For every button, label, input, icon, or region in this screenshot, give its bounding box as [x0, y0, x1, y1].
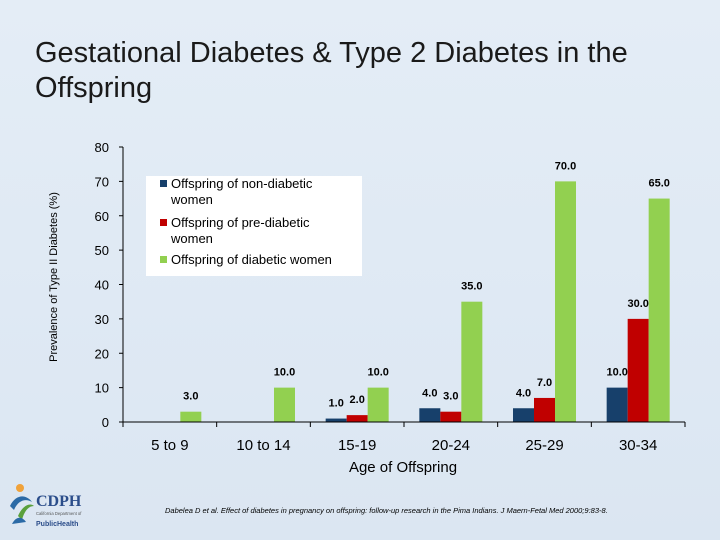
- x-tick-label: 5 to 9: [151, 437, 189, 454]
- bar: [648, 198, 670, 422]
- bars: [180, 181, 670, 422]
- citation: Dabelea D et al. Effect of diabetes in p…: [165, 506, 608, 515]
- bar: [180, 411, 202, 422]
- x-axis-label: Age of Offspring: [349, 459, 457, 476]
- data-label: 70.0: [555, 160, 576, 172]
- data-label: 3.0: [443, 391, 458, 403]
- data-label: 10.0: [274, 367, 295, 379]
- data-label: 10.0: [367, 367, 388, 379]
- legend-swatch: [160, 180, 167, 187]
- logo-subtitle: California Department of: [36, 511, 82, 516]
- data-label: 35.0: [461, 281, 482, 293]
- cdph-logo: CDPH California Department of PublicHeal…: [10, 484, 82, 528]
- bar: [367, 387, 389, 422]
- legend-label: Offspring of pre-diabetic: [171, 215, 310, 230]
- legend-label: women: [170, 192, 213, 207]
- y-tick-label: 10: [95, 381, 109, 396]
- data-label: 2.0: [350, 394, 365, 406]
- bar: [555, 181, 576, 422]
- slide-title: Gestational Diabetes & Type 2 Diabetes i…: [35, 37, 628, 104]
- x-axis: 5 to 9 10 to 14 15-19 20-24 25-29 30-34: [122, 421, 686, 454]
- bar: [606, 387, 628, 422]
- logo-name: CDPH: [36, 493, 82, 510]
- bar: [419, 408, 441, 422]
- y-tick-label: 40: [95, 278, 109, 293]
- legend-box: [146, 176, 362, 276]
- bar: [534, 397, 555, 422]
- legend-label: Offspring of diabetic women: [171, 252, 332, 267]
- y-tick-label: 70: [95, 174, 109, 189]
- x-tick-label: 30-34: [619, 437, 657, 454]
- bar: [346, 415, 368, 422]
- y-tick-label: 20: [95, 346, 109, 361]
- data-label: 30.0: [627, 298, 648, 310]
- y-axis-label: Prevalence of Type II Diabetes (%): [48, 192, 60, 362]
- legend-label: Offspring of non-diabetic: [171, 176, 313, 191]
- x-tick-label: 10 to 14: [236, 437, 290, 454]
- y-tick-label: 80: [95, 140, 109, 155]
- legend-label: women: [170, 231, 213, 246]
- legend-swatch: [160, 219, 167, 226]
- y-tick-label: 30: [95, 312, 109, 327]
- logo-tagline: PublicHealth: [36, 521, 78, 528]
- data-label: 7.0: [537, 377, 552, 389]
- legend: Offspring of non-diabeticwomenOffspring …: [146, 176, 362, 276]
- bar: [627, 318, 649, 422]
- x-tick-label: 15-19: [338, 437, 376, 454]
- x-tick-label: 25-29: [525, 437, 563, 454]
- data-label: 10.0: [606, 367, 627, 379]
- bar: [325, 418, 347, 422]
- data-labels: 1.0 4.0 4.0 10.0 2.0 3.0 7.0 30.0 3.0 10.0 10.0 35.…: [183, 160, 670, 409]
- legend-swatch: [160, 256, 167, 263]
- bar: [274, 387, 295, 422]
- y-tick-label: 0: [102, 415, 109, 430]
- y-tick-label: 50: [95, 243, 109, 258]
- data-label: 3.0: [183, 391, 198, 403]
- bar: [461, 301, 483, 422]
- bar: [513, 408, 534, 422]
- data-label: 1.0: [329, 398, 344, 410]
- y-tick-label: 60: [95, 209, 109, 224]
- data-label: 4.0: [516, 387, 531, 399]
- data-label: 65.0: [648, 178, 669, 190]
- data-label: 4.0: [422, 387, 437, 399]
- y-axis: 0 10 20 30 40 50 60 70 80: [95, 140, 124, 430]
- x-tick-label: 20-24: [432, 437, 470, 454]
- bar: [440, 411, 462, 422]
